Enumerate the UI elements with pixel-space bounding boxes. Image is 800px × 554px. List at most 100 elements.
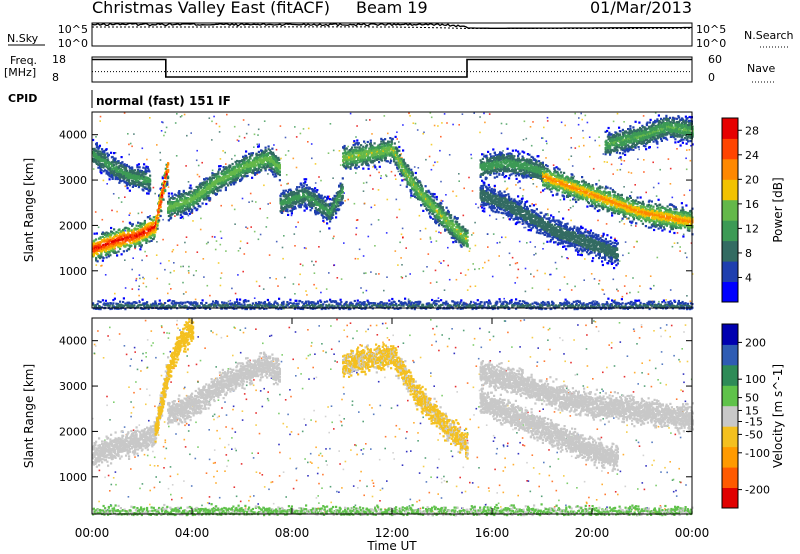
scatter-cell <box>493 233 495 235</box>
scatter-cell <box>571 155 573 157</box>
scatter-cell <box>677 242 679 244</box>
scatter-cell <box>547 209 549 211</box>
echo-cell <box>149 180 151 182</box>
scatter-cell <box>473 112 475 114</box>
noise-panel: N.Sky 10^5 10^0 10^5 10^0 N.Search <box>7 23 794 50</box>
scatter-cell <box>203 276 205 278</box>
scatter-cell <box>156 241 158 243</box>
scatter-cell <box>544 188 546 190</box>
scatter-cell <box>350 113 352 115</box>
scatter-cell <box>478 268 480 270</box>
echo-cell <box>313 204 315 206</box>
echo-cell <box>311 207 313 209</box>
scatter-cell <box>575 147 577 149</box>
frequency-panel-frame <box>92 57 692 82</box>
echo-cell <box>342 195 344 197</box>
scatter-cell <box>143 278 145 280</box>
echo-cell <box>223 184 225 186</box>
scatter-cell <box>286 174 288 176</box>
scatter-cell <box>656 195 658 197</box>
scatter-cell <box>433 165 435 167</box>
scatter-cell <box>525 291 527 293</box>
echo-cell <box>113 152 115 154</box>
echo-cell <box>138 163 140 165</box>
scatter-cell <box>257 134 259 136</box>
scatter-cell <box>532 287 534 289</box>
scatter-cell <box>658 183 660 185</box>
scatter-cell <box>532 121 534 123</box>
echo-cell <box>166 173 168 175</box>
scatter-cell <box>405 247 407 249</box>
scatter-cell <box>248 201 250 203</box>
scatter-cell <box>211 139 213 141</box>
scatter-cell <box>100 116 102 118</box>
scatter-cell <box>515 184 517 186</box>
scatter-cell <box>535 253 537 255</box>
scatter-cell <box>645 192 647 194</box>
echo-cell <box>181 198 183 200</box>
scatter-cell <box>400 184 402 186</box>
echo-cell <box>271 148 273 150</box>
scatter-cell <box>294 293 296 295</box>
scatter-cell <box>598 180 600 182</box>
scatter-cell <box>398 141 400 143</box>
echo-cell <box>398 146 400 148</box>
scatter-cell <box>221 272 223 274</box>
scatter-cell <box>475 203 477 205</box>
echo-cell <box>164 190 166 192</box>
freq-right-label: Nave <box>747 62 775 75</box>
echo-cell <box>265 150 267 152</box>
echo-cell <box>106 256 108 258</box>
echo-cell <box>178 193 180 195</box>
scatter-cell <box>128 154 130 156</box>
echo-cell <box>274 170 276 172</box>
echo-cell <box>395 161 397 163</box>
echo-cell <box>149 175 151 177</box>
noise-panel-frame <box>92 23 692 46</box>
scatter-cell <box>225 250 227 252</box>
echo-cell <box>350 168 352 170</box>
scatter-cell <box>197 251 199 253</box>
echo-cell <box>370 143 372 145</box>
echo-cell <box>138 186 140 188</box>
echo-cell <box>129 167 131 169</box>
echo-cell <box>260 169 262 171</box>
echo-cell <box>326 222 328 224</box>
scatter-cell <box>533 183 535 185</box>
echo-cell <box>229 165 231 167</box>
scatter-cell <box>291 215 293 217</box>
echo-cell <box>395 136 397 138</box>
scatter-cell <box>567 283 569 285</box>
scatter-cell <box>599 145 601 147</box>
echo-cell <box>136 166 138 168</box>
scatter-cell <box>218 262 220 264</box>
scatter-cell <box>209 117 211 119</box>
scatter-cell <box>396 131 398 133</box>
scatter-cell <box>446 122 448 124</box>
echo-cell <box>97 150 99 152</box>
scatter-cell <box>492 276 494 278</box>
scatter-cell <box>225 163 227 165</box>
scatter-cell <box>512 257 514 259</box>
echo-cell <box>304 181 306 183</box>
echo-cell <box>304 210 306 212</box>
echo-cell <box>283 190 285 192</box>
echo-cell <box>328 227 330 229</box>
scatter-cell <box>141 212 143 214</box>
scatter-cell <box>561 256 563 258</box>
echo-cell <box>189 205 191 207</box>
scatter-cell <box>162 239 164 241</box>
scatter-cell <box>175 122 177 124</box>
scatter-cell <box>483 113 485 115</box>
scatter-cell <box>138 289 140 291</box>
scatter-cell <box>195 299 197 301</box>
scatter-cell <box>638 291 640 293</box>
echo-cell <box>130 223 132 225</box>
echo-cell <box>251 154 253 156</box>
beam-label: Beam 19 <box>356 0 428 17</box>
scatter-cell <box>570 220 572 222</box>
scatter-cell <box>430 282 432 284</box>
scatter-cell <box>690 301 692 303</box>
scatter-cell <box>689 149 691 151</box>
echo-cell <box>331 217 333 219</box>
